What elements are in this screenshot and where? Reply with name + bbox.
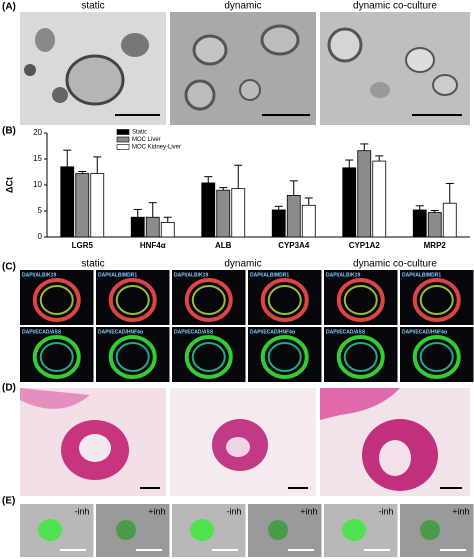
panel-title: static bbox=[81, 259, 104, 270]
organoid bbox=[184, 278, 233, 322]
panel-label: (C) bbox=[2, 262, 16, 273]
bar bbox=[372, 160, 387, 238]
y-tick-label: 15 bbox=[33, 154, 42, 163]
organoid bbox=[267, 342, 302, 372]
organoid bbox=[32, 335, 81, 379]
organoid bbox=[336, 278, 385, 322]
bar bbox=[90, 173, 105, 238]
organoid bbox=[108, 278, 157, 322]
stain-label: DAPI/ECAD/HNF4α bbox=[98, 329, 144, 335]
panel-title: dynamic bbox=[224, 259, 261, 270]
bar bbox=[412, 209, 427, 238]
organoid bbox=[419, 342, 454, 372]
stain-label: DAPI/ECAD/HNF4α bbox=[250, 329, 296, 335]
stain-label: DAPI/ALB/K19 bbox=[22, 272, 56, 278]
organoid bbox=[343, 342, 378, 372]
bar bbox=[442, 202, 457, 238]
x-tick-label: MRP2 bbox=[424, 241, 447, 250]
panel-title: dynamic bbox=[224, 1, 261, 12]
legend-swatch bbox=[116, 144, 130, 150]
organoid bbox=[342, 519, 366, 541]
bar bbox=[231, 188, 246, 238]
bar bbox=[427, 212, 442, 238]
x-tick-label: HNF4α bbox=[140, 241, 166, 250]
y-tick-label: 0 bbox=[38, 232, 43, 241]
stain-label: DAPI/ALB/K19 bbox=[326, 272, 360, 278]
organoid bbox=[268, 520, 288, 540]
bar bbox=[342, 167, 357, 238]
organoid bbox=[420, 520, 440, 540]
x-tick-label: ALB bbox=[215, 241, 232, 250]
y-tick-label: 20 bbox=[33, 128, 42, 137]
bar bbox=[145, 216, 160, 238]
stain-label: DAPI/ECAD/ASS bbox=[326, 329, 366, 335]
organoid bbox=[32, 278, 81, 322]
x-tick-label: LGR5 bbox=[72, 241, 94, 250]
condition-label: -inh bbox=[226, 506, 241, 516]
organoid bbox=[115, 285, 150, 315]
organoid bbox=[115, 342, 150, 372]
organoid bbox=[419, 285, 454, 315]
stain-label: DAPI/ALB/K19 bbox=[174, 272, 208, 278]
stain-label: DAPI/ECAD/HNF4α bbox=[402, 329, 448, 335]
organoid bbox=[260, 278, 309, 322]
stain-label: DAPI/ECAD/ASS bbox=[22, 329, 62, 335]
x-tick-label: CYP3A4 bbox=[278, 241, 310, 250]
organoid bbox=[191, 285, 226, 315]
bar bbox=[216, 189, 231, 238]
panel-label: (E) bbox=[2, 496, 15, 507]
panel-a-images bbox=[20, 12, 470, 125]
panel-label: (B) bbox=[2, 126, 16, 137]
bar bbox=[357, 150, 372, 238]
organoid bbox=[412, 335, 461, 379]
organoid bbox=[191, 342, 226, 372]
condition-label: +inh bbox=[300, 506, 317, 516]
legend-swatch bbox=[116, 129, 130, 135]
legend-swatch bbox=[116, 136, 130, 143]
organoid bbox=[343, 285, 378, 315]
bar bbox=[160, 222, 175, 238]
bar bbox=[130, 216, 145, 238]
organoid bbox=[260, 335, 309, 379]
bar bbox=[301, 204, 316, 238]
legend-label: MOC Liver bbox=[132, 137, 161, 143]
organoid bbox=[38, 519, 62, 541]
stain-label: DAPI/ALB/MDR1 bbox=[98, 272, 137, 278]
legend-label: MOC Kidney-Liver bbox=[132, 145, 181, 151]
organoid bbox=[336, 335, 385, 379]
bar bbox=[271, 209, 286, 238]
panel-title: dynamic co-culture bbox=[353, 1, 437, 12]
condition-label: -inh bbox=[378, 506, 393, 516]
organoid bbox=[39, 342, 74, 372]
y-axis-label: ΔCt bbox=[4, 177, 14, 193]
stain-label: DAPI/ALB/MDR1 bbox=[402, 272, 441, 278]
organoid bbox=[39, 285, 74, 315]
panel-d-images bbox=[20, 388, 470, 496]
bar bbox=[201, 182, 216, 238]
condition-label: +inh bbox=[148, 506, 165, 516]
stain-label: DAPI/ALB/MDR1 bbox=[250, 272, 289, 278]
bar bbox=[75, 173, 90, 238]
organoid bbox=[412, 278, 461, 322]
bar bbox=[60, 166, 75, 238]
condition-label: -inh bbox=[74, 506, 89, 516]
stain-label: DAPI/ECAD/ASS bbox=[174, 329, 214, 335]
panel-title: dynamic co-culture bbox=[353, 259, 437, 270]
y-tick-label: 10 bbox=[33, 180, 42, 189]
y-tick-label: 5 bbox=[38, 206, 43, 215]
organoid bbox=[267, 285, 302, 315]
condition-label: +inh bbox=[452, 506, 469, 516]
legend-label: Static bbox=[132, 130, 147, 136]
organoid bbox=[116, 520, 136, 540]
panel-label: (D) bbox=[2, 383, 16, 394]
panel-label: (A) bbox=[2, 2, 16, 13]
organoid bbox=[190, 519, 214, 541]
organoid bbox=[184, 335, 233, 379]
x-tick-label: CYP1A2 bbox=[349, 241, 381, 250]
organoid bbox=[108, 335, 157, 379]
panel-title: static bbox=[81, 1, 104, 12]
bar bbox=[286, 194, 301, 238]
